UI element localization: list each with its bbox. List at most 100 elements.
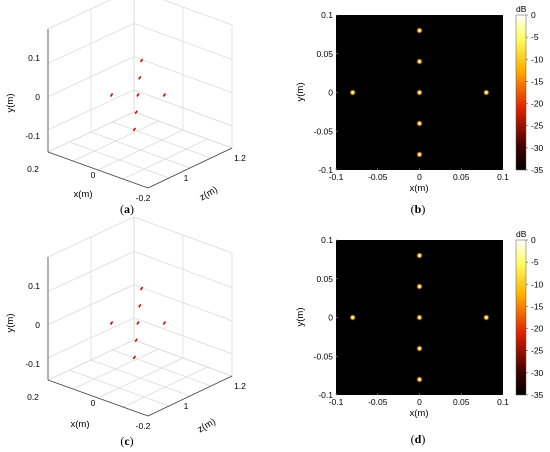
panel-d-ticks: -0.1 -0.05 0 0.05 0.1 0.1 0.05 0 -0.05 -0.1 [314,235,510,407]
panel-b-heatmap: -0.1 -0.05 0 0.05 0.10.10.050-0.05-0.1 y(m) … [295,4,544,194]
b-ytick-label: -0.1 [318,165,333,175]
d-peak [418,254,421,257]
b-xtick-label: 0 [417,172,422,182]
c-ytick-label: -0.1 [25,359,40,369]
d-xtick-label: 0.1 [497,397,509,407]
a-xtick-label: 0.2 [27,164,39,174]
panel-c-3d-scatter: 0.1 0 -0.1 0.2 0 -0.2 1 1.2 y(m) x(m) z(m) [5,216,246,435]
c-data-point [136,321,140,325]
panel-b-colorbar-unit: dB [516,4,527,14]
a-ytick-label: 0 [35,92,40,102]
panel-a-zlabel: z(m) [198,184,220,203]
d-colorbar-tick-label: -15 [531,301,544,311]
panel-c-zlabel: z(m) [196,416,218,435]
b-colorbar-tick-label: -35 [531,165,544,175]
b-ytick-label: 0.05 [316,49,333,59]
d-ytick-label: -0.1 [318,390,333,400]
panel-d-xlabel: x(m) [410,408,429,419]
d-ytick-label: 0.1 [321,235,333,245]
c-floor-gridline-x [122,366,208,408]
panel-d-ylabel: y(m) [295,308,306,327]
b-colorbar-tick-label: -5 [531,32,539,42]
b-peak [418,60,421,63]
b-colorbar-tick-label: -30 [531,143,544,153]
a-ztick-label: 1 [184,173,189,183]
a-xtick-label: 0 [91,170,96,180]
c-ztick-label: 1 [184,401,189,411]
panel-b-colorbar [515,14,527,171]
c-data-point [132,355,137,360]
d-ytick-label: 0.05 [316,274,333,284]
a-data-point [136,93,140,97]
caption-b: b [415,202,422,216]
caption-b-group: (b) [411,202,426,216]
panel-b-colorbar-ticks: 0 -5 -10 -15 -20 -25 -30 -35 [526,10,544,175]
b-ytick-label: 0 [328,88,333,98]
panel-b-ylabel: y(m) [295,83,306,102]
a-floor-gridline-z [90,131,191,169]
panel-c-ticks: 0.1 0 -0.1 0.2 0 -0.2 1 1.2 [25,281,246,431]
caption-a: a [124,202,130,216]
d-peak [418,316,421,319]
b-peak [418,153,421,156]
panel-b-ticks: -0.1 -0.05 0 0.05 0.1 0.1 0.05 0 -0.05 -0.1 [314,10,510,182]
panel-d-colorbar-unit: dB [516,229,527,239]
panel-b-xlabel: x(m) [410,183,429,194]
d-colorbar-tick-label: -35 [531,390,544,400]
panel-a-grid [47,0,233,189]
c-x-axis-edge [47,379,149,417]
panel-d-colorbar [515,239,527,396]
d-xtick-label: -0.1 [329,397,344,407]
a-data-point [162,93,167,97]
caption-d: d [415,432,422,446]
b-colorbar-tick-label: 0 [531,10,536,20]
a-data-point [138,75,142,80]
c-data-point [139,286,144,291]
d-ytick-label: -0.05 [314,351,334,361]
a-ytick-label: -0.1 [25,131,40,141]
c-floor-gridline-z [112,349,212,387]
panel-a-ticks: 0.1 0 -0.1 0.2 0 -0.2 1 1.2 [25,53,246,203]
d-peak [418,285,421,288]
panel-a-xlabel: x(m) [74,189,93,200]
c-data-point [138,303,142,308]
b-peak [485,91,488,94]
a-data-point [132,127,137,132]
panel-a-ylabel: y(m) [5,94,16,113]
panel-d-heatmap: -0.1 -0.05 0 0.05 0.10.10.050-0.05-0.1 y(m) … [295,229,544,419]
a-data-point [134,110,138,115]
a-ytick-label: 0.1 [28,53,40,63]
d-colorbar-tick-label: -10 [531,279,544,289]
b-colorbar-tick-label: -10 [531,54,544,64]
panel-c-points [109,286,167,360]
caption-d-group: (d) [411,432,426,446]
b-colorbar-tick-label: -20 [531,99,544,109]
b-xtick-label: -0.1 [329,172,344,182]
panel-b-peaks [349,27,490,158]
c-xtick-label: 0.2 [27,392,39,402]
a-data-point [109,93,114,97]
c-data-point [109,321,114,325]
a-floor-gridline-x [122,138,208,180]
panel-d-colorbar-ticks: 0 -5 -10 -15 -20 -25 -30 -35 [526,235,544,400]
d-peak [418,378,421,381]
c-ytick-label: 0.1 [28,281,40,291]
b-ytick-label: -0.05 [314,126,334,136]
d-colorbar-tick-label: -30 [531,368,544,378]
panel-c-ylabel: y(m) [5,314,16,333]
panel-a-points [109,58,167,132]
a-x-axis-edge [47,151,149,189]
b-xtick-label: 0.1 [497,172,509,182]
d-colorbar-tick-label: -25 [531,346,544,356]
d-xtick-label: -0.05 [368,397,388,407]
b-xtick-label: 0.05 [453,172,470,182]
c-data-point [134,338,138,343]
c-xtick-label: 0 [91,398,96,408]
caption-c: c [124,434,130,448]
panel-c-xlabel: x(m) [71,419,90,430]
c-z-axis-edge [147,375,233,417]
c-ztick-label: 1.2 [234,381,246,391]
panel-a-3d-scatter: 0.1 0 -0.1 0.2 0 -0.2 1 1.2 y(m) x(m) z(m) [5,0,246,203]
d-xtick-label: 0 [417,397,422,407]
